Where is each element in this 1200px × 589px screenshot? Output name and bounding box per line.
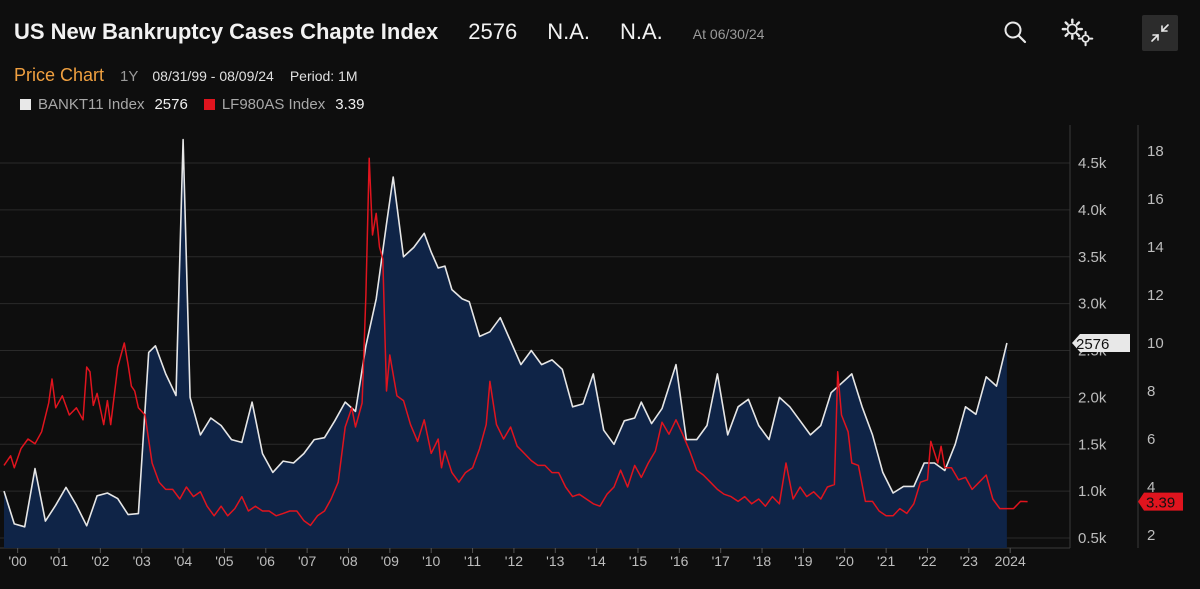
x-tick-label-15: '15 xyxy=(629,553,647,569)
x-tick-label-12: '12 xyxy=(505,553,523,569)
x-tick-label-10: '10 xyxy=(422,553,440,569)
x-tick-label-22: '22 xyxy=(918,553,936,569)
x-tick-label-21: '21 xyxy=(877,553,895,569)
x-tick-label-0: '00 xyxy=(9,553,27,569)
x-tick-label-17: '17 xyxy=(712,553,730,569)
chart-type-label[interactable]: Price Chart xyxy=(14,65,105,85)
settings-button[interactable] xyxy=(1060,14,1096,50)
y-right-tick-5: 12 xyxy=(1147,287,1164,304)
y-left-tick-1: 1.0k xyxy=(1078,483,1107,500)
header-row: US New Bankruptcy Cases Chapte Index 257… xyxy=(14,19,764,49)
collapse-arrows-icon xyxy=(1151,24,1169,42)
x-tick-label-19: '19 xyxy=(794,553,812,569)
search-icon xyxy=(1004,21,1027,44)
x-tick-label-16: '16 xyxy=(670,553,688,569)
x-tick-label-2: '02 xyxy=(91,553,109,569)
search-button[interactable] xyxy=(997,14,1033,50)
y-left-tick-5: 3.0k xyxy=(1078,296,1107,313)
chart-toolbar: Price Chart 1Y 08/31/99 - 08/09/24 Perio… xyxy=(14,65,358,86)
y-right-tick-4: 10 xyxy=(1147,335,1164,352)
y-left-tick-3: 2.0k xyxy=(1078,389,1107,406)
x-tick-label-24: 2024 xyxy=(995,553,1026,569)
as-of-date: At 06/30/24 xyxy=(692,26,765,42)
legend-name-lf980as[interactable]: LF980AS Index xyxy=(221,96,326,113)
x-tick-label-13: '13 xyxy=(546,553,564,569)
last-value: 2576 xyxy=(468,19,518,44)
x-tick-label-4: '04 xyxy=(174,553,192,569)
y-right-tick-1: 4 xyxy=(1147,479,1155,496)
security-title: US New Bankruptcy Cases Chapte Index xyxy=(14,19,439,44)
x-tick-label-9: '09 xyxy=(381,553,399,569)
x-tick-label-23: '23 xyxy=(960,553,978,569)
x-tick-label-8: '08 xyxy=(339,553,357,569)
last-value-label-lf980as: 3.39 xyxy=(1146,495,1175,512)
change-value: N.A. xyxy=(547,19,590,44)
x-tick-label-14: '14 xyxy=(588,553,606,569)
y-right-tick-2: 6 xyxy=(1147,431,1155,448)
x-tick-label-6: '06 xyxy=(257,553,275,569)
y-right-tick-0: 2 xyxy=(1147,527,1155,544)
y-left-tick-8: 4.5k xyxy=(1078,155,1107,172)
date-range[interactable]: 08/31/99 - 08/09/24 xyxy=(152,68,274,84)
last-value-tag-lf980as xyxy=(1138,492,1183,511)
legend-name-bankt11[interactable]: BANKT11 Index xyxy=(38,96,145,113)
x-tick-label-5: '05 xyxy=(215,553,233,569)
x-tick-label-18: '18 xyxy=(753,553,771,569)
last-value-label-bankt11: 2576 xyxy=(1076,336,1109,353)
legend-swatch-bankt11 xyxy=(20,99,31,110)
change-percent: N.A. xyxy=(620,19,663,44)
x-tick-label-1: '01 xyxy=(50,553,68,569)
x-tick-label-7: '07 xyxy=(298,553,316,569)
y-left-tick-0: 0.5k xyxy=(1078,530,1107,547)
y-right-tick-3: 8 xyxy=(1147,383,1155,400)
legend: BANKT11 Index 2576 LF980AS Index 3.39 xyxy=(20,96,364,113)
last-value-tag-bankt11 xyxy=(1072,334,1130,352)
legend-value-bankt11: 2576 xyxy=(154,96,188,113)
period-selector[interactable]: Period: 1M xyxy=(289,68,358,84)
period-1y-button[interactable]: 1Y xyxy=(120,68,139,85)
bankt11-area xyxy=(4,139,1007,548)
x-tick-label-20: '20 xyxy=(836,553,854,569)
legend-value-lf980as: 3.39 xyxy=(335,96,365,113)
y-right-tick-7: 16 xyxy=(1147,191,1164,208)
legend-swatch-lf980as xyxy=(203,99,215,110)
y-left-tick-7: 4.0k xyxy=(1078,202,1107,219)
y-right-tick-8: 18 xyxy=(1147,143,1164,160)
x-tick-label-11: '11 xyxy=(464,553,481,569)
collapse-button[interactable] xyxy=(1142,15,1178,51)
y-left-tick-2: 1.5k xyxy=(1078,436,1107,453)
y-right-tick-6: 14 xyxy=(1147,239,1164,256)
y-left-tick-6: 3.5k xyxy=(1078,249,1107,266)
lf980as-line xyxy=(3,157,1028,527)
gears-icon xyxy=(1061,18,1094,47)
x-tick-label-3: '03 xyxy=(133,553,151,569)
bankt11-line xyxy=(3,138,1008,528)
